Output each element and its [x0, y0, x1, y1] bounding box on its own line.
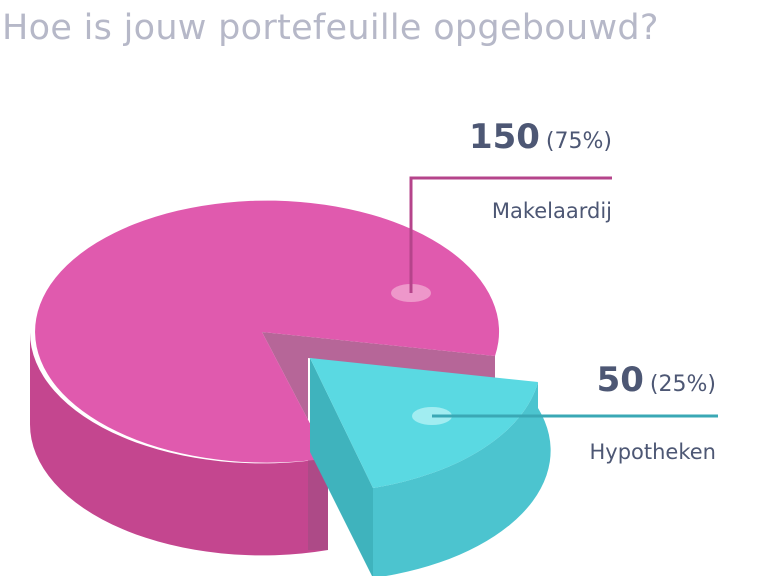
slice-side-hypotheken: [373, 382, 551, 576]
leader-line-makelaardij: [409, 176, 612, 293]
svg-text:50(25%): 50 (25%): [597, 360, 716, 400]
category-label-hypotheken: Hypotheken: [589, 440, 716, 464]
chart-title: Hoe is jouw portefeuille opgebouwd?: [2, 8, 659, 48]
percent-label-makelaardij: (75%): [546, 129, 612, 154]
slice-cutface-makelaardij: [262, 332, 495, 550]
slice-cutface-hypotheken: [310, 358, 373, 576]
value-label-hypotheken: 50: [597, 360, 644, 400]
slice-top-makelaardij: [35, 200, 500, 463]
slice-side-makelaardij: [29, 332, 328, 556]
svg-text:150(75%): 150 (75%): [469, 117, 612, 157]
percent-label-hypotheken: (25%): [650, 372, 716, 397]
value-label-makelaardij: 150: [469, 117, 540, 157]
category-label-makelaardij: Makelaardij: [492, 199, 612, 223]
